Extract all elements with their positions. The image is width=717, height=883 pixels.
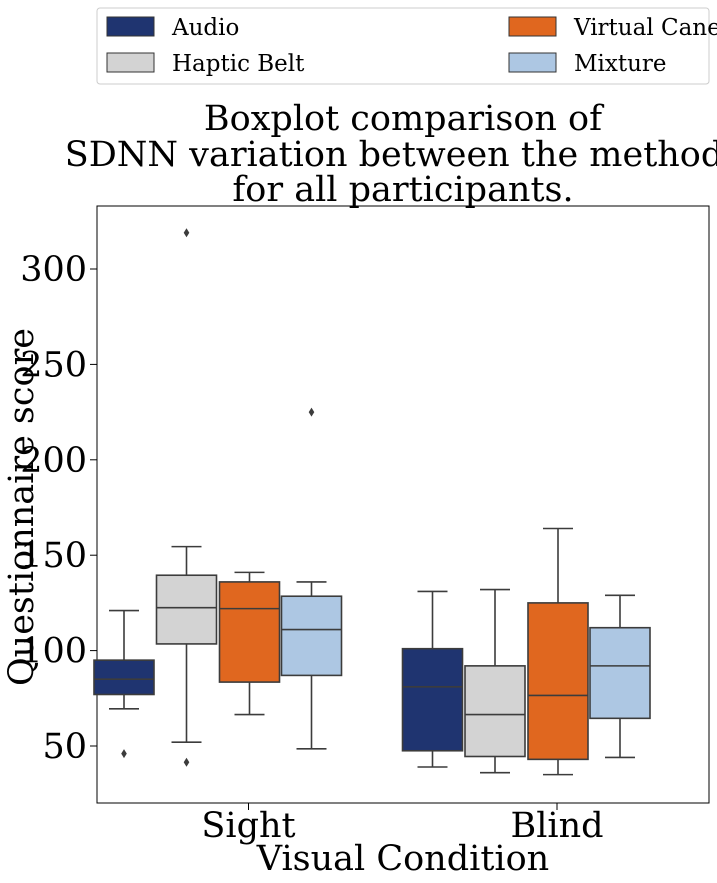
box-mixture-sight	[282, 408, 342, 749]
box-body	[282, 596, 342, 675]
box-virtual-cane-blind	[528, 528, 588, 774]
outlier-point	[309, 408, 315, 417]
box-body	[220, 582, 280, 682]
outlier-point	[184, 228, 190, 237]
x-axis-label: Visual Condition	[256, 839, 549, 879]
box-haptic-belt-sight	[157, 228, 217, 766]
y-axis-label: Questionnaire score	[2, 328, 42, 686]
legend-label-audio: Audio	[171, 15, 239, 41]
legend-swatch-mixture	[509, 53, 556, 72]
legend: Audio Haptic Belt Virtual Cane Mixture	[97, 8, 717, 84]
chart-title-line-3: for all participants.	[232, 170, 573, 210]
y-tick-label-50: 50	[42, 727, 87, 767]
y-tick-label-300: 300	[20, 250, 87, 290]
box-mixture-blind	[590, 595, 650, 757]
legend-label-mixture: Mixture	[574, 51, 667, 77]
box-audio-blind	[403, 591, 463, 767]
box-body	[465, 666, 525, 757]
legend-swatch-haptic-belt	[107, 53, 154, 72]
box-body	[157, 575, 217, 644]
legend-label-virtual-cane: Virtual Cane	[573, 15, 717, 41]
box-body	[528, 603, 588, 759]
outlier-point	[184, 758, 190, 767]
box-body	[94, 660, 154, 694]
chart-title: Boxplot comparison of SDNN variation bet…	[65, 99, 717, 210]
box-audio-sight	[94, 611, 154, 759]
chart-title-line-1: Boxplot comparison of	[204, 99, 605, 139]
legend-swatch-audio	[107, 17, 154, 36]
box-body	[403, 649, 463, 751]
legend-swatch-virtual-cane	[509, 17, 556, 36]
box-body	[590, 628, 650, 719]
box-haptic-belt-blind	[465, 590, 525, 773]
legend-label-haptic-belt: Haptic Belt	[172, 51, 305, 77]
box-series	[94, 228, 650, 774]
chart-title-line-2: SDNN variation between the methods	[65, 135, 717, 175]
box-virtual-cane-sight	[220, 572, 280, 714]
outlier-point	[121, 749, 127, 758]
